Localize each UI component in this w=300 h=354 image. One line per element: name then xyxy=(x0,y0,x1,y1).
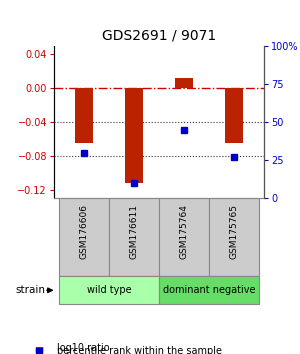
Text: strain: strain xyxy=(15,285,45,295)
Bar xyxy=(175,78,193,88)
Text: percentile rank within the sample: percentile rank within the sample xyxy=(57,346,222,354)
Title: GDS2691 / 9071: GDS2691 / 9071 xyxy=(102,28,216,42)
Bar xyxy=(125,88,143,183)
Bar xyxy=(59,198,109,276)
Text: GSM175764: GSM175764 xyxy=(179,205,188,259)
Bar xyxy=(225,88,243,143)
Text: GSM176606: GSM176606 xyxy=(80,205,88,259)
Bar xyxy=(159,198,209,276)
Bar xyxy=(75,88,93,143)
Text: dominant negative: dominant negative xyxy=(163,285,255,295)
Text: log10 ratio: log10 ratio xyxy=(57,343,110,353)
Bar xyxy=(109,198,159,276)
Bar xyxy=(209,198,259,276)
Text: GSM175765: GSM175765 xyxy=(230,205,238,259)
Bar xyxy=(59,276,159,304)
Bar xyxy=(159,276,259,304)
Text: GSM176611: GSM176611 xyxy=(130,205,139,259)
Text: wild type: wild type xyxy=(87,285,131,295)
